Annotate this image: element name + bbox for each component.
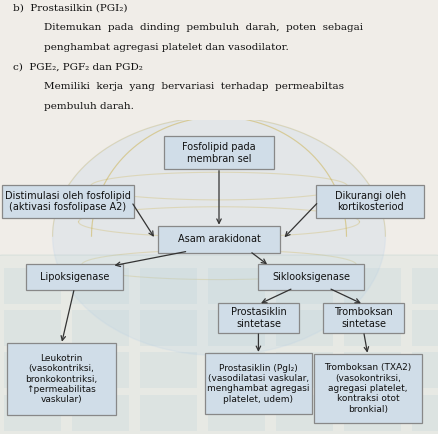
- FancyBboxPatch shape: [205, 353, 312, 414]
- Text: Ditemukan  pada  dinding  pembuluh  darah,  poten  sebagai: Ditemukan pada dinding pembuluh darah, p…: [44, 23, 363, 32]
- FancyBboxPatch shape: [0, 255, 438, 434]
- FancyBboxPatch shape: [344, 310, 401, 346]
- Text: Tromboksan
sintetase: Tromboksan sintetase: [334, 307, 393, 329]
- Text: Prostasiklin (PgI₂)
(vasodilatasi vaskular,
menghambat agregasi
platelet, udem): Prostasiklin (PgI₂) (vasodilatasi vaskul…: [207, 364, 310, 404]
- FancyBboxPatch shape: [276, 268, 333, 304]
- FancyBboxPatch shape: [72, 352, 129, 388]
- FancyBboxPatch shape: [314, 354, 421, 423]
- FancyBboxPatch shape: [258, 264, 364, 289]
- Text: Siklooksigenase: Siklooksigenase: [272, 272, 350, 282]
- FancyBboxPatch shape: [316, 185, 424, 218]
- FancyBboxPatch shape: [323, 303, 404, 333]
- FancyBboxPatch shape: [276, 395, 333, 431]
- FancyBboxPatch shape: [208, 268, 265, 304]
- FancyBboxPatch shape: [412, 310, 438, 346]
- FancyBboxPatch shape: [140, 268, 197, 304]
- FancyBboxPatch shape: [412, 268, 438, 304]
- Text: Leukotrin
(vasokontriksi,
bronkokontriksi,
↑permeabilitas
vaskular): Leukotrin (vasokontriksi, bronkokontriks…: [25, 354, 97, 404]
- FancyBboxPatch shape: [164, 136, 274, 169]
- FancyBboxPatch shape: [2, 185, 134, 218]
- FancyBboxPatch shape: [276, 310, 333, 346]
- FancyBboxPatch shape: [208, 352, 265, 388]
- FancyBboxPatch shape: [140, 352, 197, 388]
- FancyBboxPatch shape: [276, 352, 333, 388]
- FancyBboxPatch shape: [158, 226, 280, 253]
- Text: Dikurangi oleh
kortikosteriod: Dikurangi oleh kortikosteriod: [335, 191, 406, 212]
- Text: penghambat agregasi platelet dan vasodilator.: penghambat agregasi platelet dan vasodil…: [44, 43, 289, 52]
- FancyBboxPatch shape: [4, 352, 61, 388]
- FancyBboxPatch shape: [208, 395, 265, 431]
- FancyBboxPatch shape: [344, 352, 401, 388]
- FancyBboxPatch shape: [140, 310, 197, 346]
- FancyBboxPatch shape: [208, 310, 265, 346]
- FancyBboxPatch shape: [26, 264, 123, 289]
- FancyBboxPatch shape: [4, 395, 61, 431]
- FancyBboxPatch shape: [344, 268, 401, 304]
- Text: Lipoksigenase: Lipoksigenase: [40, 272, 109, 282]
- FancyBboxPatch shape: [4, 268, 61, 304]
- Text: c)  PGE₂, PGF₂ dan PGD₂: c) PGE₂, PGF₂ dan PGD₂: [13, 62, 143, 72]
- FancyBboxPatch shape: [72, 395, 129, 431]
- FancyBboxPatch shape: [72, 268, 129, 304]
- FancyBboxPatch shape: [4, 310, 61, 346]
- Text: Fosfolipid pada
membran sel: Fosfolipid pada membran sel: [182, 142, 256, 164]
- Text: Distimulasi oleh fosfolipid
(aktivasi fosfolipase A2): Distimulasi oleh fosfolipid (aktivasi fo…: [5, 191, 131, 212]
- Text: b)  Prostasilkin (PGI₂): b) Prostasilkin (PGI₂): [13, 3, 127, 13]
- Text: Tromboksan (TXA2)
(vasokontriksi,
agregasi platelet,
kontraksi otot
bronkial): Tromboksan (TXA2) (vasokontriksi, agrega…: [324, 363, 412, 414]
- FancyBboxPatch shape: [218, 303, 299, 333]
- Text: Prostasiklin
sintetase: Prostasiklin sintetase: [230, 307, 286, 329]
- Circle shape: [53, 117, 385, 355]
- FancyBboxPatch shape: [412, 352, 438, 388]
- FancyBboxPatch shape: [344, 395, 401, 431]
- Text: Memiliki  kerja  yang  bervariasi  terhadap  permeabiltas: Memiliki kerja yang bervariasi terhadap …: [44, 82, 344, 91]
- FancyBboxPatch shape: [412, 395, 438, 431]
- Text: Asam arakidonat: Asam arakidonat: [177, 234, 261, 244]
- Text: pembuluh darah.: pembuluh darah.: [44, 102, 134, 111]
- FancyBboxPatch shape: [140, 395, 197, 431]
- FancyBboxPatch shape: [7, 343, 116, 415]
- FancyBboxPatch shape: [72, 310, 129, 346]
